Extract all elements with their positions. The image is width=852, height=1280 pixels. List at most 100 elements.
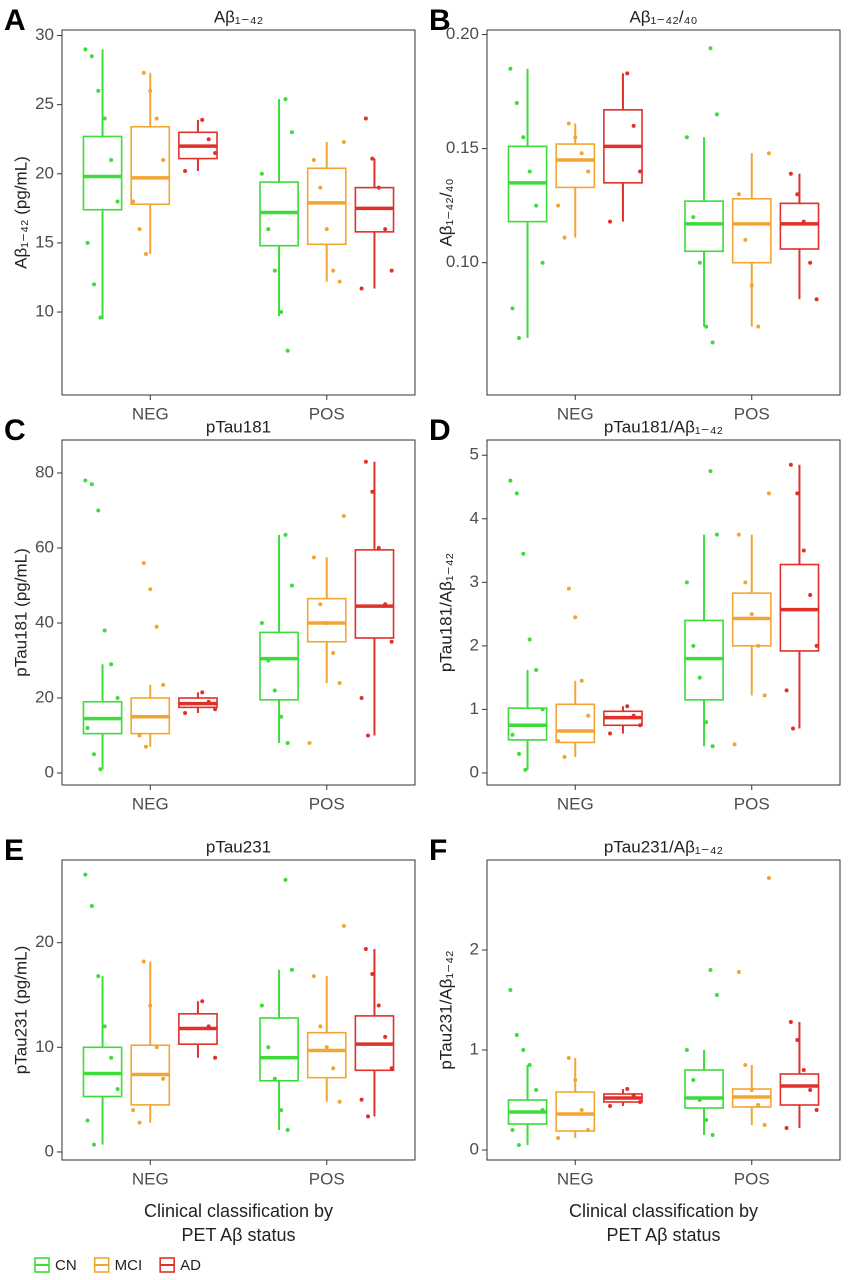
box <box>555 1091 596 1132</box>
data-point <box>631 123 636 128</box>
data-point <box>285 741 290 745</box>
data-point <box>366 733 371 738</box>
data-point <box>784 688 789 693</box>
data-point <box>638 169 643 174</box>
data-point <box>259 1003 264 1008</box>
x-tick-label: NEG <box>557 404 594 423</box>
y-tick-label: 0.20 <box>446 24 479 43</box>
data-point <box>337 681 342 685</box>
y-axis-label: pTau181 (pg/mL) <box>11 548 30 677</box>
data-point <box>556 203 561 208</box>
data-point <box>96 508 101 513</box>
data-point <box>109 1055 114 1060</box>
data-point <box>266 1045 271 1050</box>
box-group <box>130 70 171 256</box>
y-tick-label: 2 <box>470 939 479 958</box>
box <box>684 200 724 253</box>
data-point <box>148 587 153 592</box>
y-tick-label: 0 <box>470 1139 479 1158</box>
data-point <box>625 1087 630 1091</box>
data-point <box>279 714 284 719</box>
box-group <box>684 968 724 1137</box>
box <box>354 549 395 639</box>
data-point <box>389 268 394 273</box>
box-group <box>259 532 299 745</box>
y-tick-label: 4 <box>470 508 479 527</box>
data-point <box>784 1126 789 1130</box>
data-point <box>743 1063 748 1067</box>
y-tick-label: 0.15 <box>446 138 479 157</box>
data-point <box>566 121 571 126</box>
y-tick-label: 20 <box>35 163 54 182</box>
box <box>306 167 347 246</box>
data-point <box>131 199 136 204</box>
data-point <box>96 974 101 979</box>
box-group <box>82 47 123 320</box>
box-group <box>603 71 643 224</box>
data-point <box>710 744 715 749</box>
data-point <box>376 1003 381 1008</box>
data-point <box>534 203 539 208</box>
data-point <box>562 755 567 760</box>
legend-label: AD <box>180 1257 201 1274</box>
box-group <box>555 586 596 760</box>
y-tick-label: 5 <box>470 445 479 464</box>
data-point <box>141 959 146 964</box>
data-point <box>516 751 521 756</box>
data-point <box>266 227 271 232</box>
data-point <box>83 872 88 877</box>
data-point <box>102 116 107 121</box>
data-point <box>756 643 761 648</box>
data-point <box>766 151 771 156</box>
data-point <box>762 693 767 698</box>
x-tick-label: NEG <box>557 794 594 813</box>
data-point <box>684 580 689 585</box>
panel-letter: B <box>429 4 451 37</box>
data-point <box>556 739 561 744</box>
data-point <box>115 199 120 204</box>
data-point <box>279 1108 284 1113</box>
x-tick-label: POS <box>734 794 770 813</box>
y-axis-label: Aβ₁₋₄₂/₄₀ <box>436 178 455 246</box>
data-point <box>91 752 96 757</box>
y-tick-label: 1 <box>470 699 479 718</box>
data-point <box>510 732 515 737</box>
box-group <box>779 462 820 731</box>
data-point <box>289 130 294 135</box>
data-point <box>311 974 316 979</box>
y-tick-label: 40 <box>35 612 54 631</box>
box-group <box>507 66 548 340</box>
y-tick-label: 20 <box>35 932 54 951</box>
box <box>259 1017 299 1082</box>
data-point <box>749 612 754 617</box>
data-point <box>540 260 545 265</box>
legend-label: MCI <box>115 1257 143 1274</box>
data-point <box>266 658 271 663</box>
data-point <box>527 637 532 642</box>
data-point <box>562 235 567 240</box>
panel-title: pTau181 <box>206 417 271 436</box>
data-point <box>684 135 689 140</box>
data-point <box>370 972 375 977</box>
panel-letter: D <box>429 414 451 447</box>
data-point <box>801 1068 806 1072</box>
box <box>684 1069 724 1109</box>
box-group <box>354 116 395 291</box>
box-group <box>603 1087 643 1108</box>
data-point <box>691 215 696 220</box>
data-point <box>91 282 96 287</box>
data-point <box>788 171 793 176</box>
data-point <box>213 1055 218 1060</box>
data-point <box>376 546 381 550</box>
data-point <box>331 1066 336 1071</box>
legend-label: CN <box>55 1257 77 1274</box>
y-tick-label: 0 <box>45 762 54 781</box>
data-point <box>710 340 715 345</box>
data-point <box>131 714 136 719</box>
data-point <box>540 707 545 712</box>
data-point <box>85 240 90 245</box>
data-point <box>383 1034 388 1039</box>
data-point <box>788 462 793 467</box>
data-point <box>516 1143 521 1147</box>
x-tick-label: NEG <box>132 794 169 813</box>
